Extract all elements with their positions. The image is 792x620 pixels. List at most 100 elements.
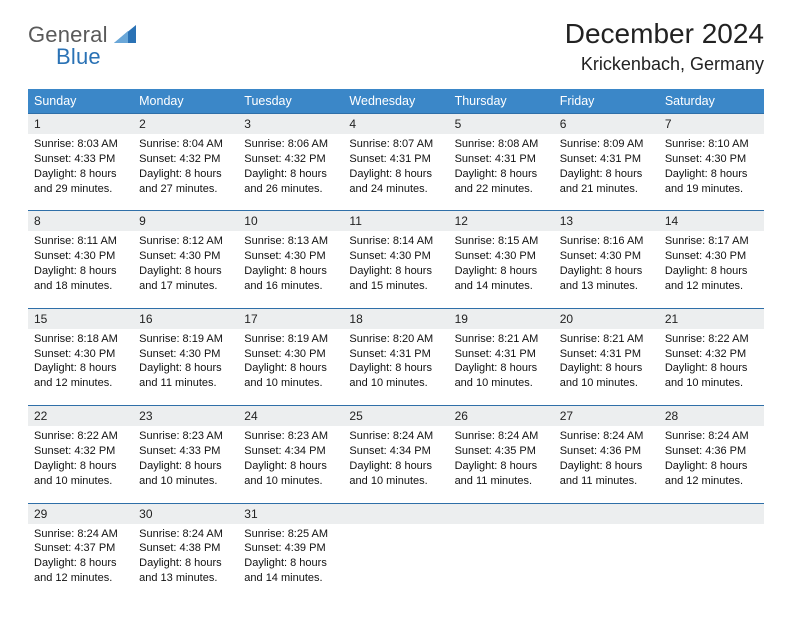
- day-number-row: 1234567: [28, 114, 764, 135]
- day-number-cell: 22: [28, 406, 133, 427]
- day-data-row: Sunrise: 8:18 AMSunset: 4:30 PMDaylight:…: [28, 329, 764, 406]
- daylight-text: Daylight: 8 hours and 11 minutes.: [455, 459, 548, 489]
- daylight-text: Daylight: 8 hours and 12 minutes.: [665, 459, 758, 489]
- day-data-cell: Sunrise: 8:08 AMSunset: 4:31 PMDaylight:…: [449, 134, 554, 211]
- day-number-cell: 31: [238, 503, 343, 524]
- day-data-cell: Sunrise: 8:21 AMSunset: 4:31 PMDaylight:…: [554, 329, 659, 406]
- day-header-thursday: Thursday: [449, 89, 554, 114]
- sunrise-text: Sunrise: 8:22 AM: [665, 332, 758, 347]
- daylight-text: Daylight: 8 hours and 13 minutes.: [139, 556, 232, 586]
- day-data-cell: Sunrise: 8:24 AMSunset: 4:36 PMDaylight:…: [659, 426, 764, 503]
- daylight-text: Daylight: 8 hours and 10 minutes.: [560, 361, 653, 391]
- sunset-text: Sunset: 4:30 PM: [455, 249, 548, 264]
- day-number-cell: 3: [238, 114, 343, 135]
- day-data-cell: Sunrise: 8:23 AMSunset: 4:33 PMDaylight:…: [133, 426, 238, 503]
- day-data-cell: Sunrise: 8:25 AMSunset: 4:39 PMDaylight:…: [238, 524, 343, 600]
- sunrise-text: Sunrise: 8:20 AM: [349, 332, 442, 347]
- daylight-text: Daylight: 8 hours and 13 minutes.: [560, 264, 653, 294]
- daylight-text: Daylight: 8 hours and 24 minutes.: [349, 167, 442, 197]
- day-data-cell: Sunrise: 8:20 AMSunset: 4:31 PMDaylight:…: [343, 329, 448, 406]
- day-number-cell: 11: [343, 211, 448, 232]
- calendar-header-row: Sunday Monday Tuesday Wednesday Thursday…: [28, 89, 764, 114]
- sunset-text: Sunset: 4:33 PM: [34, 152, 127, 167]
- sunset-text: Sunset: 4:30 PM: [349, 249, 442, 264]
- day-number-cell: 4: [343, 114, 448, 135]
- logo: General Blue: [28, 18, 136, 70]
- daylight-text: Daylight: 8 hours and 11 minutes.: [560, 459, 653, 489]
- day-number-cell: [449, 503, 554, 524]
- daylight-text: Daylight: 8 hours and 10 minutes.: [349, 361, 442, 391]
- sunrise-text: Sunrise: 8:11 AM: [34, 234, 127, 249]
- day-data-cell: Sunrise: 8:19 AMSunset: 4:30 PMDaylight:…: [238, 329, 343, 406]
- title-block: December 2024 Krickenbach, Germany: [565, 18, 764, 75]
- sunrise-text: Sunrise: 8:19 AM: [244, 332, 337, 347]
- day-data-cell: Sunrise: 8:24 AMSunset: 4:34 PMDaylight:…: [343, 426, 448, 503]
- day-data-cell: Sunrise: 8:24 AMSunset: 4:36 PMDaylight:…: [554, 426, 659, 503]
- day-number-cell: 24: [238, 406, 343, 427]
- day-number-cell: 1: [28, 114, 133, 135]
- day-data-cell: Sunrise: 8:03 AMSunset: 4:33 PMDaylight:…: [28, 134, 133, 211]
- day-data-cell: Sunrise: 8:24 AMSunset: 4:35 PMDaylight:…: [449, 426, 554, 503]
- sunset-text: Sunset: 4:30 PM: [34, 347, 127, 362]
- day-data-cell: Sunrise: 8:22 AMSunset: 4:32 PMDaylight:…: [28, 426, 133, 503]
- day-data-cell: Sunrise: 8:19 AMSunset: 4:30 PMDaylight:…: [133, 329, 238, 406]
- sunrise-text: Sunrise: 8:09 AM: [560, 137, 653, 152]
- daylight-text: Daylight: 8 hours and 21 minutes.: [560, 167, 653, 197]
- sunset-text: Sunset: 4:30 PM: [139, 347, 232, 362]
- page-header: General Blue December 2024 Krickenbach, …: [28, 18, 764, 75]
- daylight-text: Daylight: 8 hours and 11 minutes.: [139, 361, 232, 391]
- daylight-text: Daylight: 8 hours and 10 minutes.: [244, 361, 337, 391]
- sunrise-text: Sunrise: 8:16 AM: [560, 234, 653, 249]
- day-number-cell: 29: [28, 503, 133, 524]
- sunrise-text: Sunrise: 8:21 AM: [455, 332, 548, 347]
- day-data-cell: [449, 524, 554, 600]
- sunset-text: Sunset: 4:31 PM: [349, 152, 442, 167]
- sunset-text: Sunset: 4:30 PM: [34, 249, 127, 264]
- sunrise-text: Sunrise: 8:22 AM: [34, 429, 127, 444]
- sunset-text: Sunset: 4:31 PM: [349, 347, 442, 362]
- day-header-friday: Friday: [554, 89, 659, 114]
- sunset-text: Sunset: 4:34 PM: [244, 444, 337, 459]
- daylight-text: Daylight: 8 hours and 12 minutes.: [34, 556, 127, 586]
- day-data-row: Sunrise: 8:11 AMSunset: 4:30 PMDaylight:…: [28, 231, 764, 308]
- daylight-text: Daylight: 8 hours and 26 minutes.: [244, 167, 337, 197]
- day-number-cell: 2: [133, 114, 238, 135]
- sunrise-text: Sunrise: 8:19 AM: [139, 332, 232, 347]
- day-data-cell: Sunrise: 8:14 AMSunset: 4:30 PMDaylight:…: [343, 231, 448, 308]
- day-data-cell: Sunrise: 8:13 AMSunset: 4:30 PMDaylight:…: [238, 231, 343, 308]
- day-number-cell: 19: [449, 308, 554, 329]
- sunrise-text: Sunrise: 8:10 AM: [665, 137, 758, 152]
- location-subtitle: Krickenbach, Germany: [565, 54, 764, 75]
- day-number-cell: 7: [659, 114, 764, 135]
- day-number-row: 891011121314: [28, 211, 764, 232]
- daylight-text: Daylight: 8 hours and 15 minutes.: [349, 264, 442, 294]
- daylight-text: Daylight: 8 hours and 18 minutes.: [34, 264, 127, 294]
- sunrise-text: Sunrise: 8:03 AM: [34, 137, 127, 152]
- day-number-cell: 20: [554, 308, 659, 329]
- day-data-cell: Sunrise: 8:10 AMSunset: 4:30 PMDaylight:…: [659, 134, 764, 211]
- sunrise-text: Sunrise: 8:15 AM: [455, 234, 548, 249]
- sunset-text: Sunset: 4:37 PM: [34, 541, 127, 556]
- daylight-text: Daylight: 8 hours and 14 minutes.: [455, 264, 548, 294]
- day-number-cell: [554, 503, 659, 524]
- sunrise-text: Sunrise: 8:07 AM: [349, 137, 442, 152]
- day-number-cell: 14: [659, 211, 764, 232]
- day-data-cell: Sunrise: 8:24 AMSunset: 4:37 PMDaylight:…: [28, 524, 133, 600]
- sunrise-text: Sunrise: 8:24 AM: [349, 429, 442, 444]
- day-header-sunday: Sunday: [28, 89, 133, 114]
- logo-triangle-icon: [114, 25, 136, 43]
- day-header-saturday: Saturday: [659, 89, 764, 114]
- day-number-cell: 18: [343, 308, 448, 329]
- daylight-text: Daylight: 8 hours and 19 minutes.: [665, 167, 758, 197]
- calendar-table: Sunday Monday Tuesday Wednesday Thursday…: [28, 89, 764, 600]
- sunset-text: Sunset: 4:31 PM: [455, 347, 548, 362]
- day-data-row: Sunrise: 8:24 AMSunset: 4:37 PMDaylight:…: [28, 524, 764, 600]
- daylight-text: Daylight: 8 hours and 17 minutes.: [139, 264, 232, 294]
- day-header-monday: Monday: [133, 89, 238, 114]
- sunset-text: Sunset: 4:34 PM: [349, 444, 442, 459]
- daylight-text: Daylight: 8 hours and 10 minutes.: [455, 361, 548, 391]
- sunset-text: Sunset: 4:35 PM: [455, 444, 548, 459]
- day-number-cell: 5: [449, 114, 554, 135]
- day-data-cell: Sunrise: 8:24 AMSunset: 4:38 PMDaylight:…: [133, 524, 238, 600]
- day-number-cell: 12: [449, 211, 554, 232]
